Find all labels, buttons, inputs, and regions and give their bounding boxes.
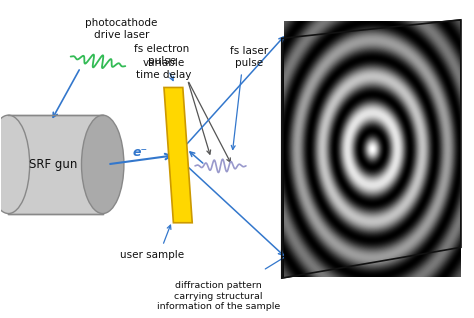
Text: photocathode
drive laser: photocathode drive laser bbox=[85, 18, 158, 40]
Text: variable
time delay: variable time delay bbox=[136, 58, 191, 80]
Text: fs laser
pulse: fs laser pulse bbox=[230, 46, 268, 67]
Text: user sample: user sample bbox=[120, 250, 184, 260]
Polygon shape bbox=[164, 87, 192, 223]
Text: fs electron
pulse: fs electron pulse bbox=[134, 44, 189, 66]
FancyBboxPatch shape bbox=[9, 115, 103, 213]
Polygon shape bbox=[282, 20, 461, 278]
Text: diffraction pattern
carrying structural
information of the sample: diffraction pattern carrying structural … bbox=[156, 281, 280, 311]
Text: SRF gun: SRF gun bbox=[29, 158, 77, 171]
Ellipse shape bbox=[0, 115, 30, 213]
Ellipse shape bbox=[82, 115, 124, 213]
Text: e⁻: e⁻ bbox=[133, 146, 148, 159]
